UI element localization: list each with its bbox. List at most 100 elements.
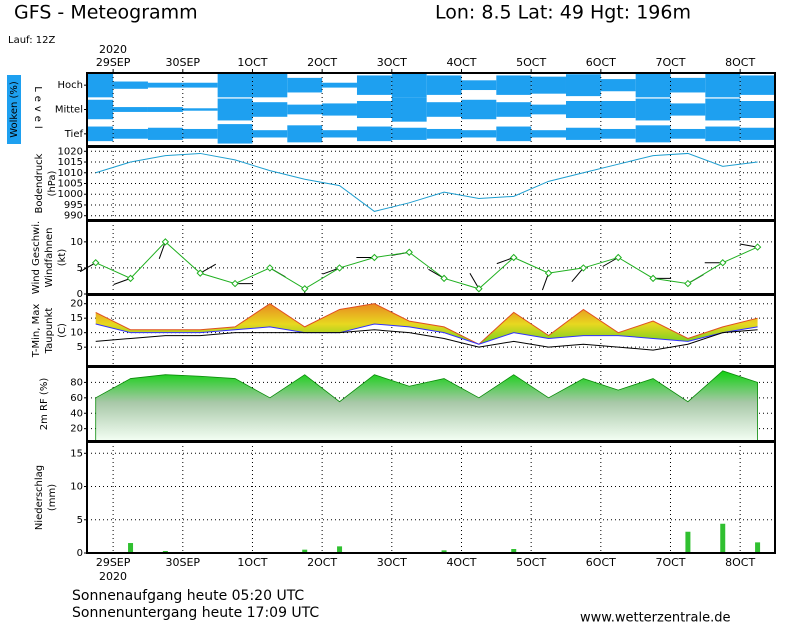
cloud-cover: [391, 97, 427, 122]
wind-barb: [469, 272, 480, 290]
x-tick-label: 2OCT: [307, 556, 337, 569]
y-tick-label: 1015: [58, 157, 83, 168]
cloud-cover: [670, 103, 706, 116]
wind-barb: [602, 257, 619, 267]
cloud-cover: [87, 126, 114, 142]
cloud-cover: [87, 99, 114, 120]
x-tick-label: 6OCT: [586, 556, 616, 569]
wind-marker: [405, 248, 413, 256]
wind-barb: [496, 257, 514, 265]
cloud-cover: [461, 130, 497, 138]
wind-marker: [335, 264, 344, 272]
line: [95, 303, 758, 345]
wind-marker: [196, 269, 204, 277]
cloud-cover: [426, 102, 462, 117]
wind-marker: [92, 259, 100, 267]
level-axis-label: Level: [32, 86, 43, 132]
x-tick-label: 30SEP: [166, 556, 201, 569]
x-tick-label: 1OCT: [237, 556, 267, 569]
cloud-cover: [287, 125, 323, 143]
x-tick-label: 5OCT: [516, 56, 546, 69]
cloud-cover: [670, 77, 706, 93]
y-axis-label: Windfahnen: [44, 228, 55, 288]
wind-marker: [649, 274, 657, 283]
wind-barb: [158, 241, 166, 259]
wind-marker: [266, 264, 274, 272]
x-tick-label: 5OCT: [516, 556, 546, 569]
y-tick-label: 5: [77, 515, 83, 526]
x-tick-label: 4OCT: [446, 556, 476, 569]
x-tick-label: 3OCT: [377, 56, 407, 69]
cloud-cover: [705, 126, 741, 142]
cloud-cover: [426, 128, 462, 139]
cloud-cover: [287, 77, 323, 93]
cloud-cover: [496, 75, 532, 95]
wind-marker: [719, 259, 727, 267]
precip-bar: [128, 543, 134, 553]
level-label: Mittel: [55, 105, 83, 116]
y-axis-label: Wolken (%): [9, 81, 20, 138]
cloud-cover: [461, 99, 497, 120]
precip-bar: [511, 549, 517, 553]
y-tick-label: 1010: [58, 168, 83, 179]
cloud-cover: [182, 128, 218, 139]
cloud-cover: [391, 73, 427, 98]
wind-barb: [113, 277, 131, 285]
wind-marker: [544, 269, 553, 277]
location: Lon: 8.5 Lat: 49 Hgt: 196m: [435, 2, 691, 24]
panel: Bodendruck (hPa) 9909951000100510101015102…: [34, 146, 776, 222]
cloud-cover: [496, 126, 532, 142]
x-tick-label: 30SEP: [166, 56, 201, 69]
source: www.wetterzentrale.de: [580, 611, 730, 625]
cloud-cover: [600, 100, 636, 119]
wind-marker: [301, 285, 309, 293]
line: [95, 241, 758, 290]
y-tick-label: 0: [77, 289, 83, 300]
wind-barb: [571, 267, 584, 283]
y-axis-label: (kt): [57, 249, 68, 267]
y-tick-label: 10: [70, 482, 83, 493]
y-tick-label: 10: [70, 237, 83, 248]
cloud-cover: [252, 73, 288, 98]
panel-border: [86, 441, 776, 554]
y-axis-label: Bodendruck: [34, 153, 45, 213]
cloud-cover: [147, 107, 183, 112]
title: GFS - Meteogramm: [14, 2, 198, 24]
cloud-cover: [113, 81, 148, 89]
y-tick-label: 80: [70, 377, 83, 388]
cloud-cover: [531, 104, 566, 115]
y-axis-label: Wind Geschwi.: [31, 221, 42, 294]
wind-marker: [161, 238, 170, 246]
y-tick-label: 20: [70, 299, 83, 310]
x-tick-label: 2OCT: [307, 56, 337, 69]
y-tick-label: 5: [77, 263, 83, 274]
x-tick-label: 8OCT: [725, 56, 755, 69]
cloud-cover: [391, 127, 427, 140]
x-tick-label: 8OCT: [725, 556, 755, 569]
y-tick-label: 995: [64, 200, 83, 211]
panel-frame: [87, 221, 775, 294]
x-tick-label: 3OCT: [377, 556, 407, 569]
wind-marker: [440, 274, 448, 283]
y-tick-label: 20: [70, 424, 83, 435]
y-axis-label: (hPa): [47, 170, 58, 196]
cloud-cover: [635, 73, 671, 98]
cloud-cover: [670, 128, 706, 139]
cloud-cover: [565, 74, 601, 97]
cloud-cover: [740, 100, 775, 119]
y-axis-label: (C): [57, 323, 68, 338]
y-tick-label: 10: [70, 328, 83, 339]
wind-marker: [475, 285, 483, 293]
precip-bar: [720, 523, 726, 553]
precip-bar: [302, 549, 308, 553]
cloud-cover: [322, 130, 357, 138]
wind-marker: [510, 253, 518, 262]
wind-marker: [684, 279, 692, 288]
cloud-cover: [426, 75, 462, 95]
cloud-cover: [356, 75, 392, 95]
cloud-cover: [147, 82, 183, 88]
cloud-cover: [217, 124, 253, 144]
cloud-cover: [635, 125, 671, 143]
y-tick-label: 0: [77, 548, 83, 559]
